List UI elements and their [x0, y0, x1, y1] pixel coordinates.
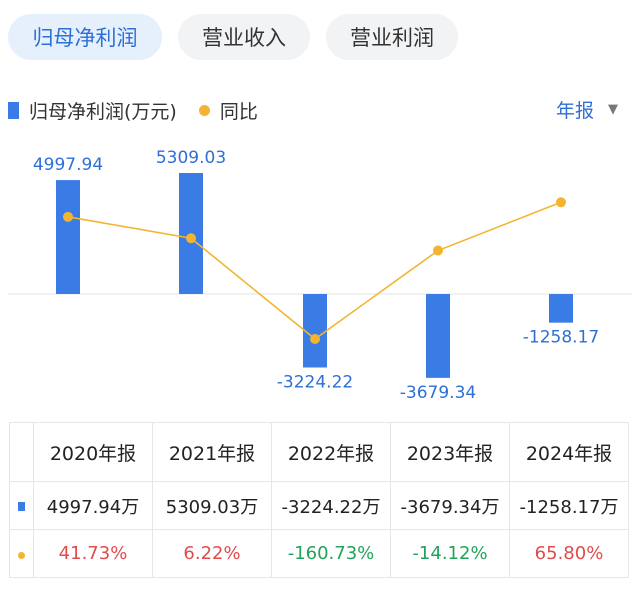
yoy-point: [310, 334, 320, 344]
line-legend-label: 同比: [219, 100, 258, 123]
bar-data-label: 5309.03: [156, 148, 226, 168]
data-table: 2020年报 2021年报 2022年报 2023年报 2024年报 4997.…: [9, 422, 629, 578]
table-header: 2023年报: [390, 422, 510, 482]
table-cell: -3224.22万: [271, 481, 391, 530]
period-dropdown[interactable]: 年报 ▼: [556, 96, 618, 123]
table-cell: 4997.94万: [33, 481, 153, 530]
tab-operating-profit[interactable]: 营业利润: [326, 14, 458, 60]
bar-legend-marker: [8, 101, 19, 119]
tab-net-profit[interactable]: 归母净利润: [8, 14, 162, 60]
metric-tabs: 归母净利润 营业收入 营业利润: [0, 14, 640, 62]
yoy-point: [63, 211, 73, 222]
table-row-profit: 4997.94万 5309.03万 -3224.22万 -3679.34万 -1…: [9, 481, 629, 530]
bar-marker-icon: [18, 502, 25, 511]
yoy-point: [186, 233, 196, 244]
table-cell: -1258.17万: [509, 481, 629, 530]
bar-data-label: -3679.34: [400, 383, 476, 403]
yoy-point: [556, 197, 566, 208]
table-cell: -3679.34万: [390, 481, 510, 530]
table-header: 2024年报: [509, 422, 629, 482]
table-cell: 6.22%: [152, 529, 272, 578]
table-header: 2021年报: [152, 422, 272, 482]
table-cell: -14.12%: [390, 529, 510, 578]
chart-legend: 归母净利润(万元) 同比: [8, 94, 258, 126]
bar-data-label: -3224.22: [277, 372, 353, 392]
profit-chart: 4997.94 5309.03 -3224.22 -3679.34 -1258.17: [8, 148, 632, 403]
table-cell: 65.80%: [509, 529, 629, 578]
table-cell: 41.73%: [33, 529, 153, 578]
bar-legend-label: 归母净利润(万元): [29, 100, 177, 123]
table-header: 2020年报: [33, 422, 153, 482]
table-corner: [9, 422, 34, 482]
caret-down-icon: ▼: [608, 102, 618, 117]
tab-revenue[interactable]: 营业收入: [178, 14, 310, 60]
yoy-row-marker: [9, 529, 34, 578]
bar: [549, 294, 573, 323]
line-legend-marker: [198, 104, 210, 116]
period-label: 年报: [555, 100, 594, 122]
bar: [303, 294, 327, 368]
bar-data-label: 4997.94: [33, 155, 103, 175]
yoy-point: [433, 245, 443, 256]
profit-row-marker: [9, 481, 34, 530]
table-header-row: 2020年报 2021年报 2022年报 2023年报 2024年报: [9, 422, 629, 482]
dot-marker-icon: [18, 552, 25, 559]
bar: [56, 180, 80, 294]
bar-data-label: -1258.17: [523, 328, 599, 348]
table-header: 2022年报: [271, 422, 391, 482]
table-cell: -160.73%: [271, 529, 391, 578]
table-row-yoy: 41.73% 6.22% -160.73% -14.12% 65.80%: [9, 529, 629, 578]
table-cell: 5309.03万: [152, 481, 272, 530]
bar: [426, 294, 450, 378]
